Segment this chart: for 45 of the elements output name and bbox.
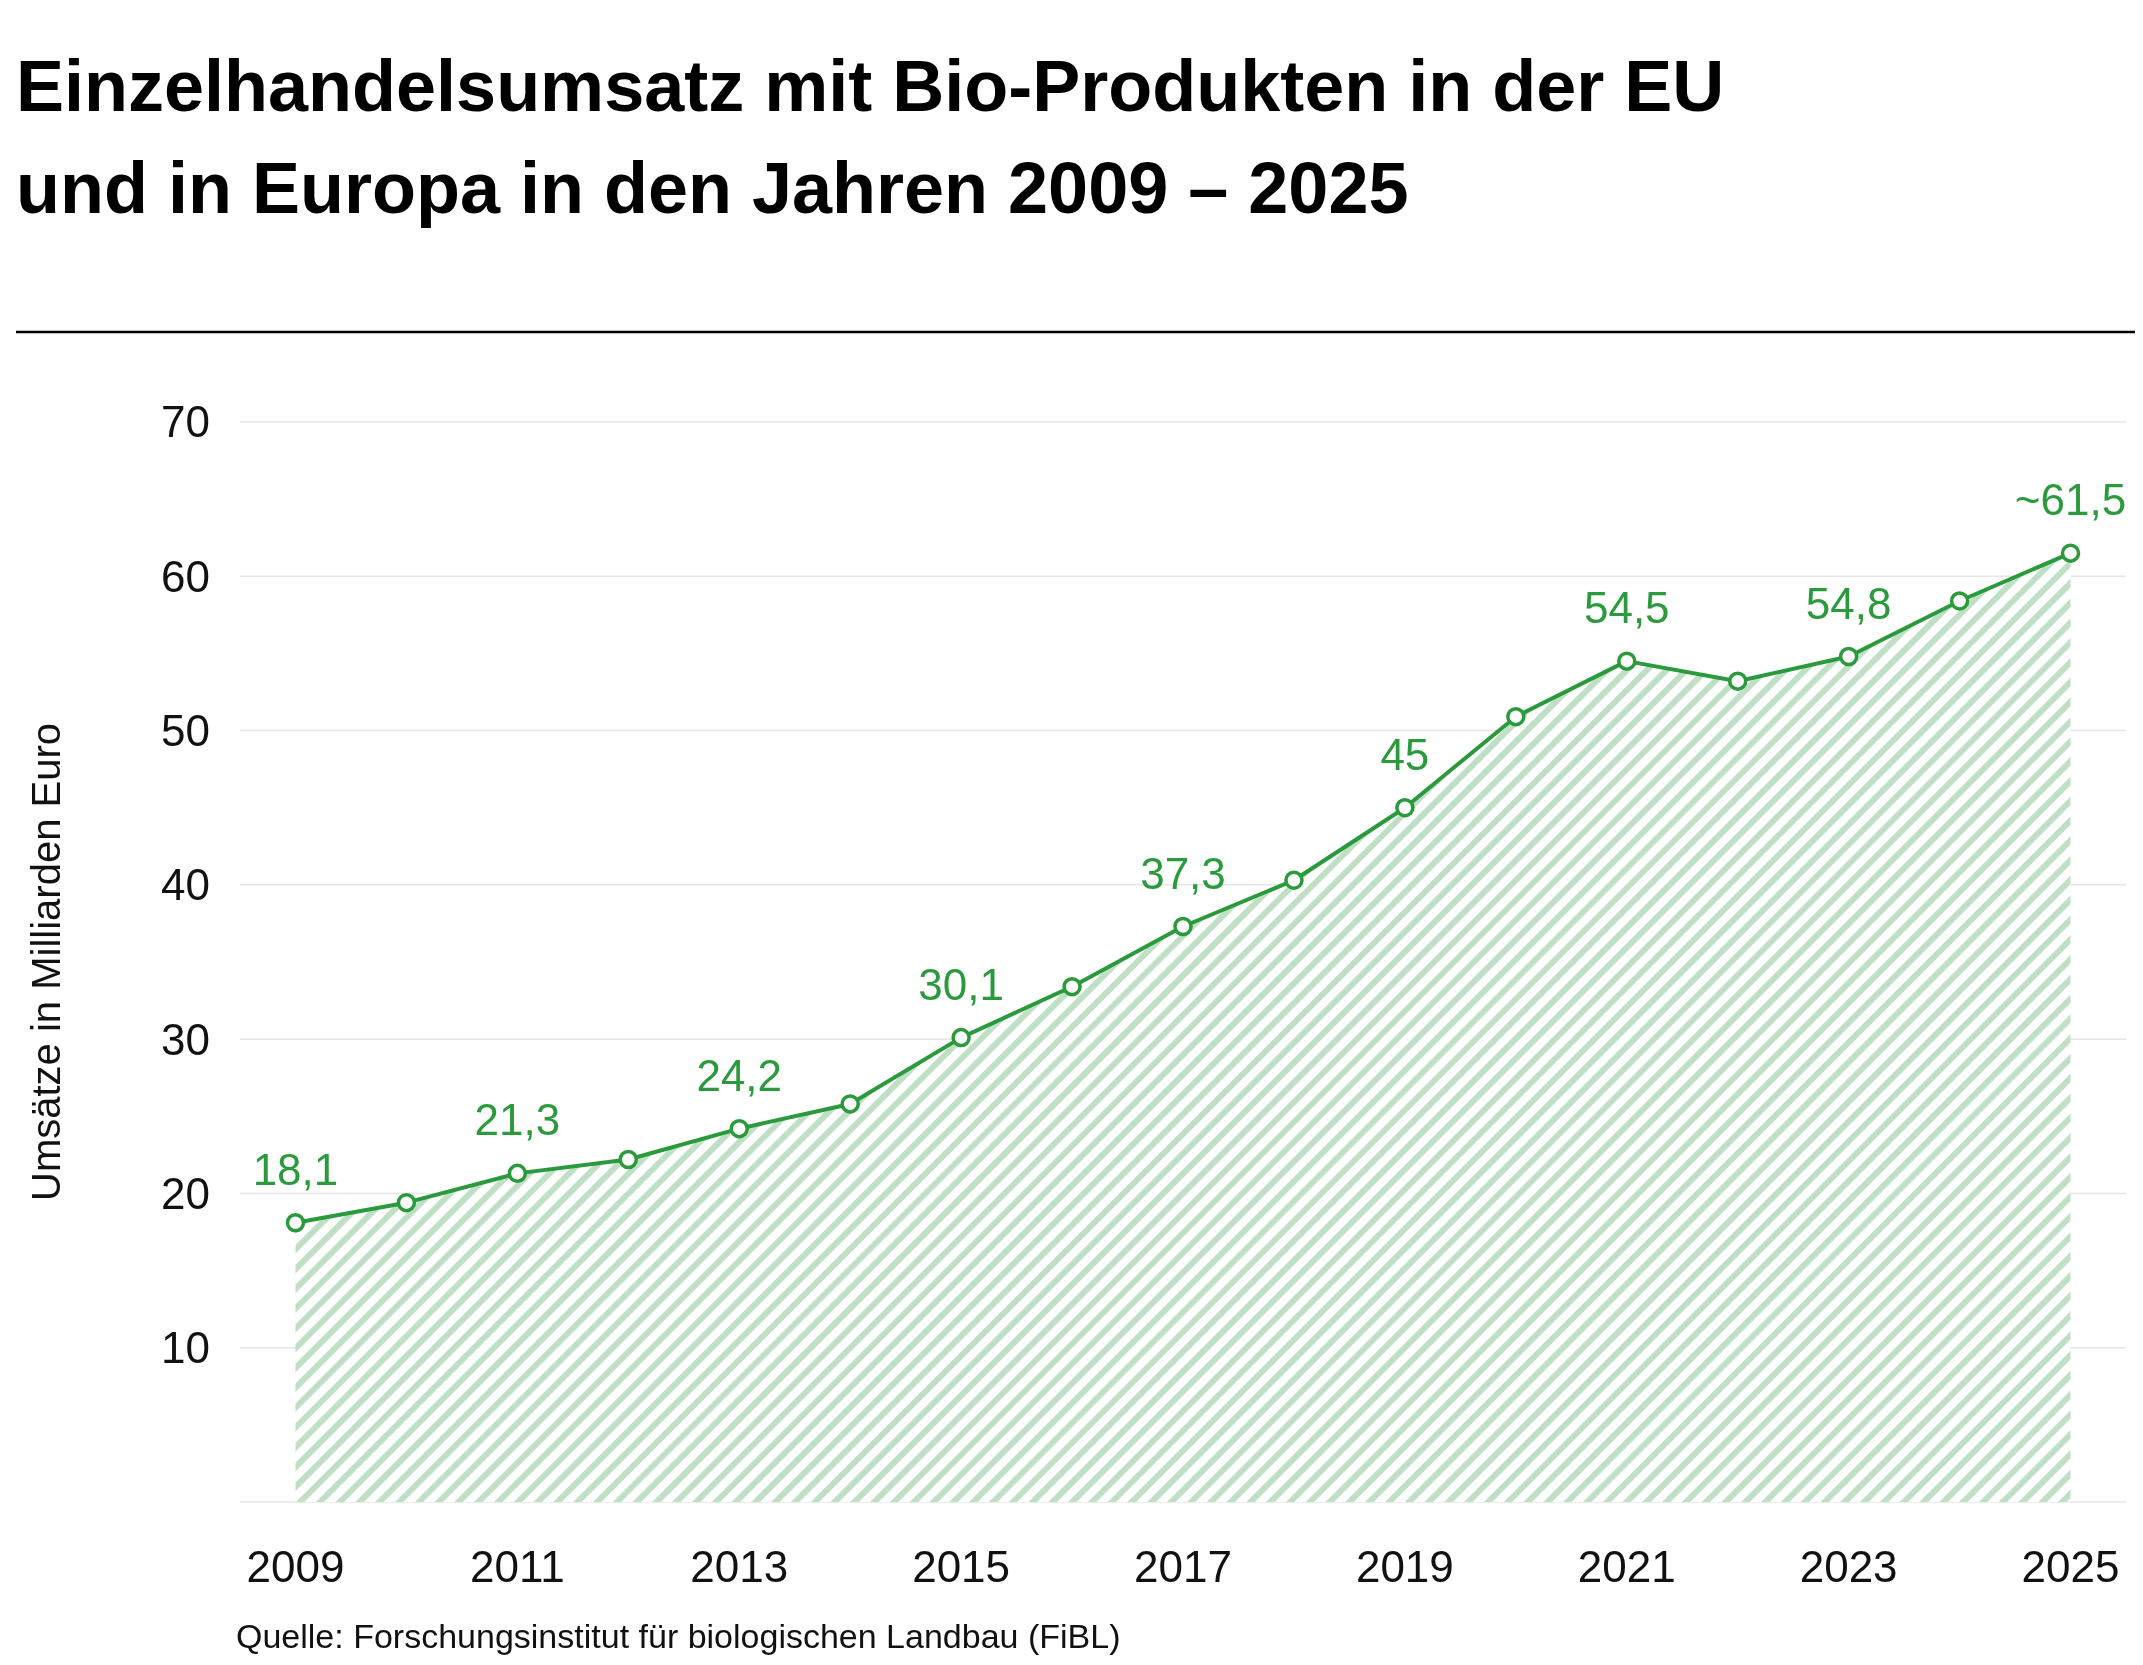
point	[1838, 646, 1859, 667]
point	[729, 1118, 749, 1139]
source-note: Quelle: Forschungsinstitut für biologischen Landbau (FiBL)	[236, 1617, 1121, 1655]
x-tick-label: 2025	[2021, 1542, 2120, 1591]
point	[1395, 797, 1415, 818]
y-axis-title: Umsätze in Milliarden Euro	[24, 723, 68, 1201]
data-label: 21,3	[474, 1095, 561, 1145]
point	[1617, 651, 1637, 671]
data-label: 30,1	[918, 959, 1004, 1009]
point	[618, 1149, 639, 1170]
data-label: 24,2	[696, 1050, 783, 1100]
x-tick-label: 2015	[912, 1542, 1011, 1591]
chart-title: Einzelhandelsumsatz mit Bio-Produkten in der EU und in Europa in den Jahren 2009 – 2025	[16, 46, 1725, 228]
point	[1284, 870, 1304, 890]
y-tick-label: 50	[161, 705, 210, 755]
point	[1173, 916, 1193, 937]
x-tick-label: 2013	[690, 1542, 789, 1591]
data-label: 37,3	[1140, 848, 1226, 898]
point	[396, 1192, 417, 1213]
x-tick-label: 2011	[470, 1542, 565, 1591]
point	[1506, 706, 1526, 727]
data-label: 45	[1380, 729, 1430, 779]
data-label: 54,8	[1805, 578, 1892, 628]
point	[951, 1027, 971, 1048]
point	[1062, 976, 1082, 997]
y-tick-label: 60	[161, 551, 210, 601]
point	[1949, 591, 1970, 611]
y-tick-label: 10	[161, 1323, 210, 1373]
x-tick-label: 2021	[1577, 1542, 1676, 1591]
data-label: 18,1	[252, 1144, 339, 1194]
data-label: ~61,5	[2014, 475, 2127, 525]
x-tick-label: 2017	[1134, 1542, 1232, 1591]
point	[840, 1094, 860, 1114]
point	[507, 1163, 528, 1184]
y-tick-label: 40	[161, 860, 210, 910]
y-tick-label: 70	[161, 397, 210, 447]
y-tick-label: 20	[161, 1168, 210, 1218]
x-tick-label: 2023	[1799, 1542, 1898, 1591]
point	[285, 1212, 306, 1233]
y-tick-label: 30	[161, 1014, 210, 1064]
point	[2060, 543, 2081, 563]
data-label: 54,5	[1583, 583, 1670, 633]
point	[1727, 671, 1748, 691]
x-tick-label: 2019	[1355, 1542, 1454, 1591]
x-tick-label: 2009	[246, 1542, 345, 1591]
